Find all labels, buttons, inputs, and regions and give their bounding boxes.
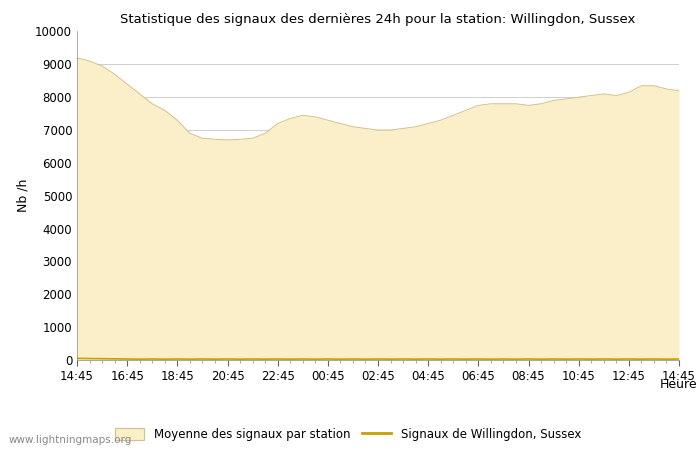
X-axis label: Heure: Heure [660, 378, 698, 391]
Title: Statistique des signaux des dernières 24h pour la station: Willingdon, Sussex: Statistique des signaux des dernières 24… [120, 13, 636, 26]
Legend: Moyenne des signaux par station, Signaux de Willingdon, Sussex: Moyenne des signaux par station, Signaux… [110, 423, 586, 446]
Text: www.lightningmaps.org: www.lightningmaps.org [8, 435, 132, 445]
Y-axis label: Nb /h: Nb /h [17, 179, 29, 212]
